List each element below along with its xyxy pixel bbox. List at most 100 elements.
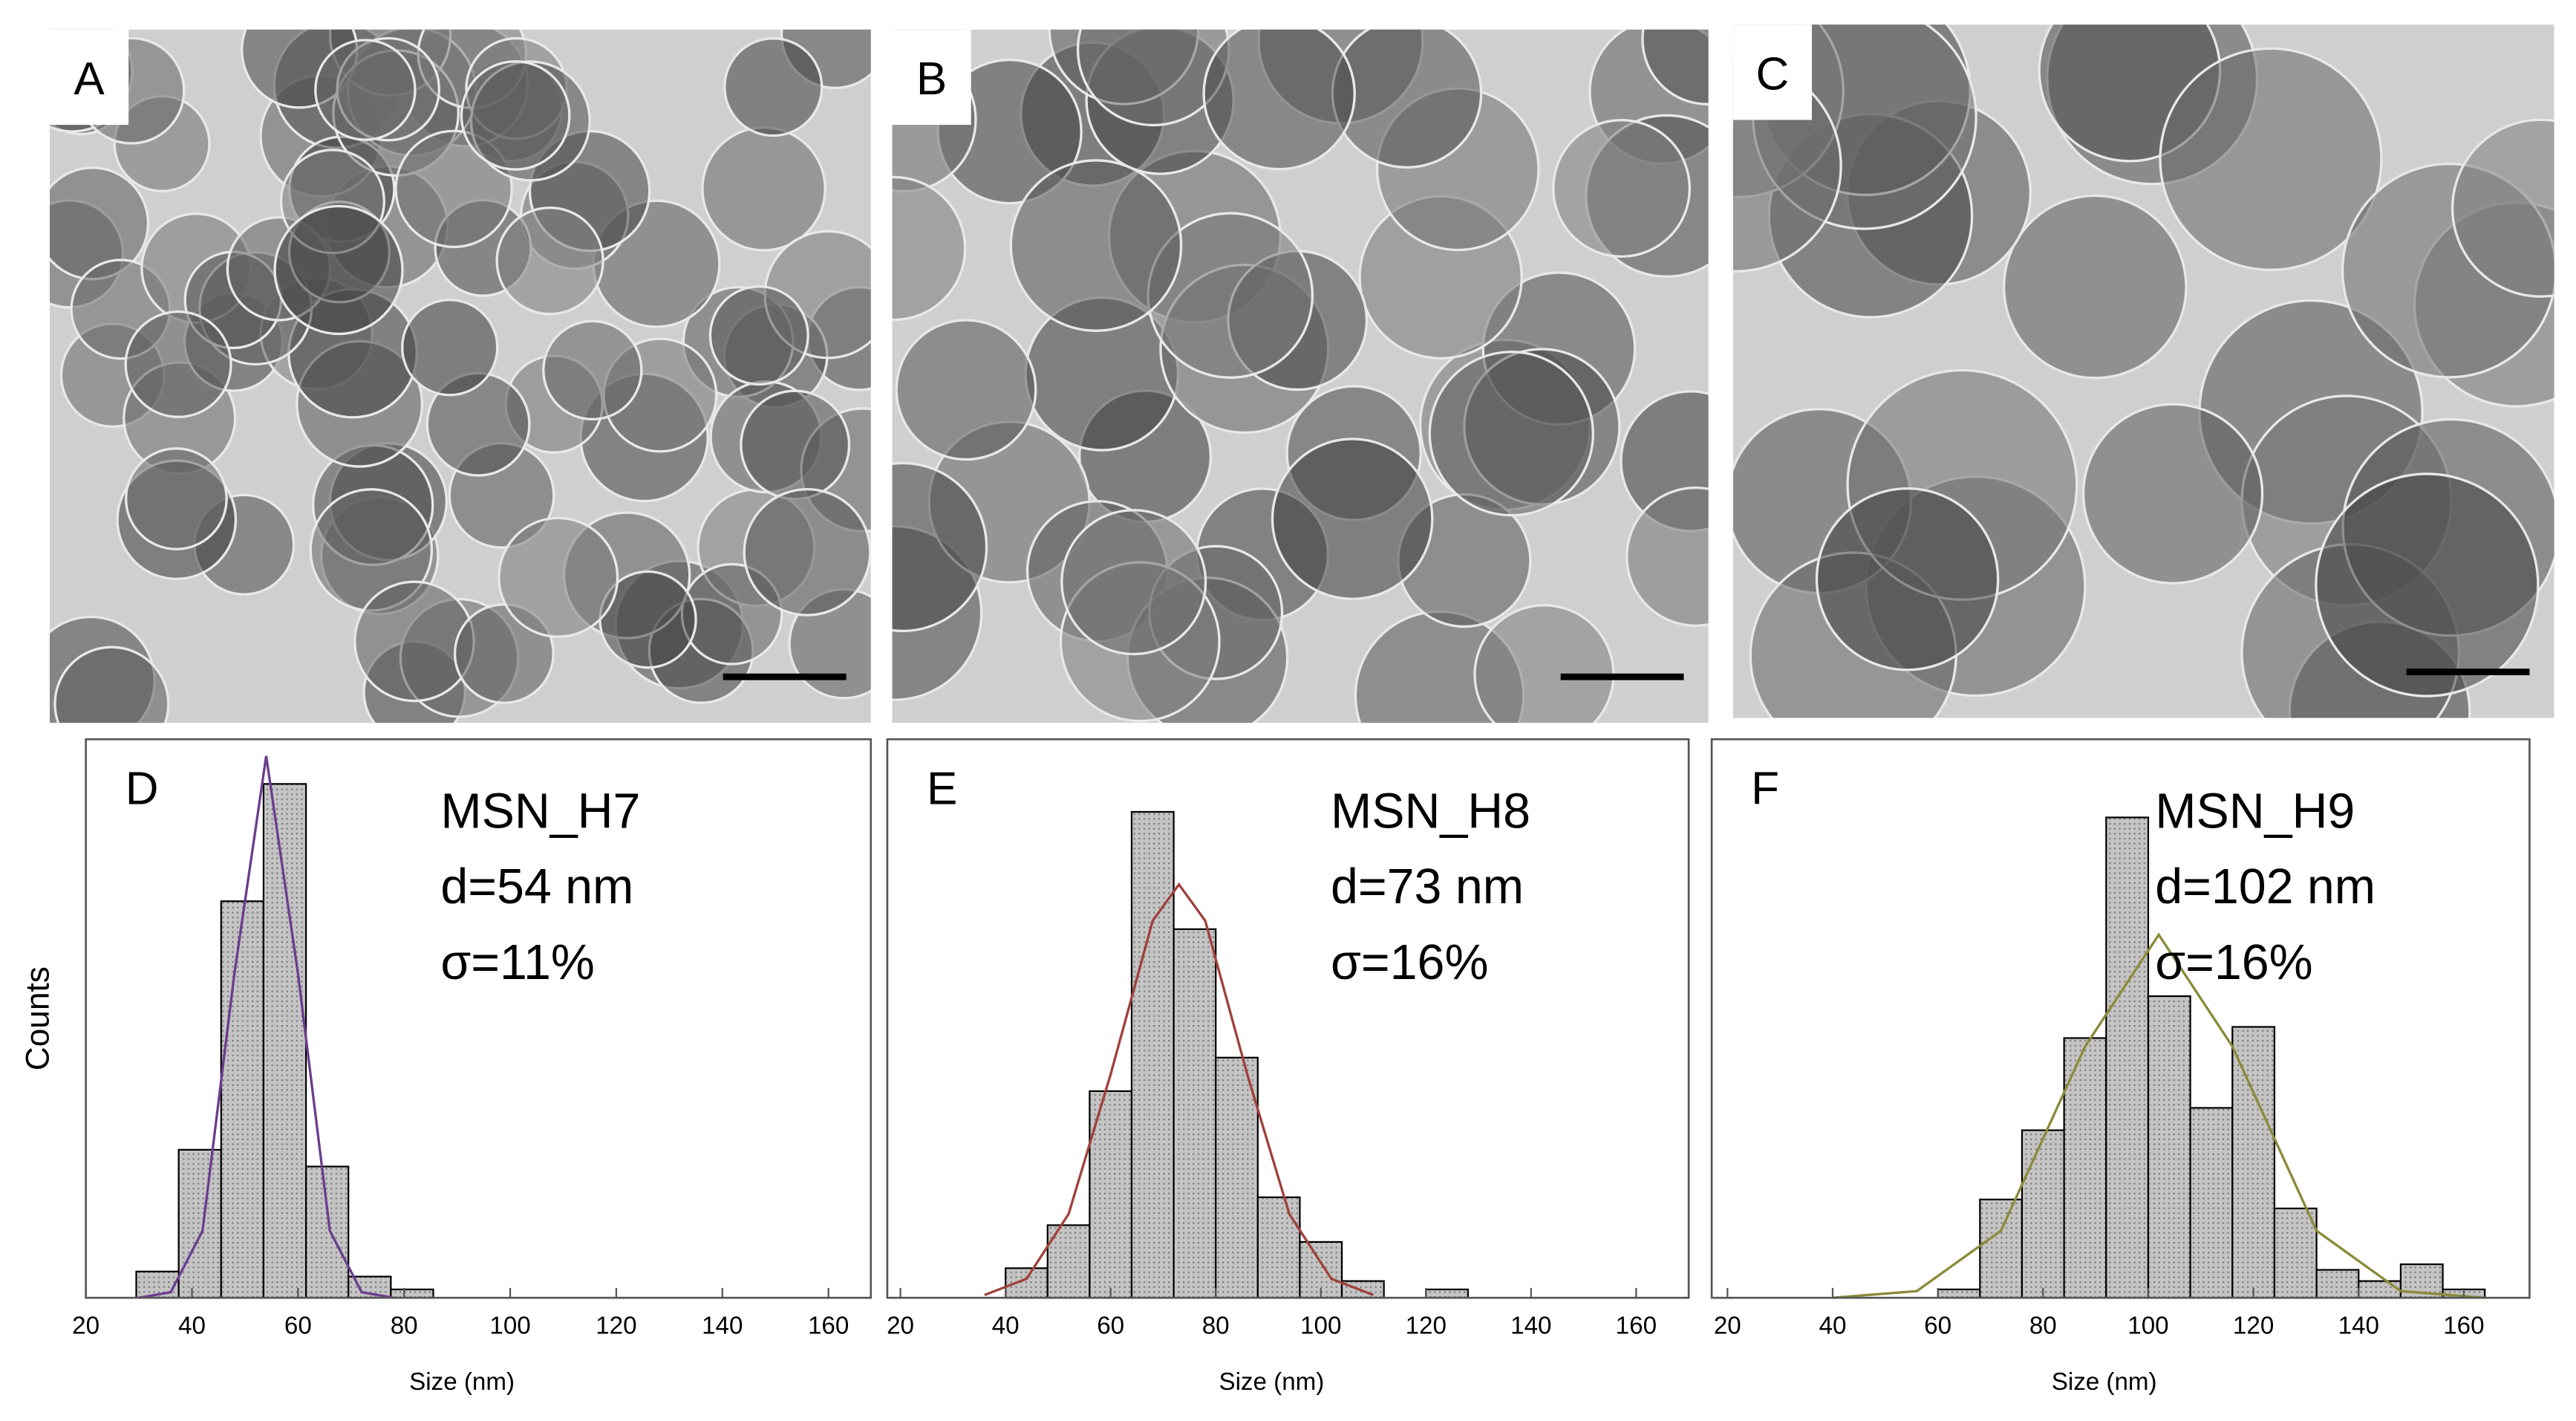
x-tick-label: 60 <box>284 1313 312 1340</box>
bar <box>262 783 307 1299</box>
particle <box>701 126 826 252</box>
bar <box>1937 1288 1981 1299</box>
annotation: d=73 nm <box>1331 859 1524 914</box>
x-tick-label: 40 <box>992 1313 1020 1340</box>
bar <box>2315 1269 2360 1299</box>
particle <box>401 299 499 397</box>
panel-label: C <box>1756 48 1790 100</box>
fit-curve <box>1832 932 2485 1299</box>
particle <box>460 60 571 171</box>
particle <box>1060 509 1207 656</box>
bar <box>1005 1267 1049 1299</box>
plot-frame <box>886 738 1690 1299</box>
particle <box>723 37 824 137</box>
panel-label: F <box>1751 763 1779 814</box>
bar <box>2189 1107 2234 1299</box>
annotation: MSN_H9 <box>2155 784 2355 839</box>
tem-image <box>1732 25 2554 718</box>
particle <box>2315 472 2540 698</box>
annotation: σ=11% <box>440 935 595 990</box>
x-tick-label: 20 <box>72 1313 100 1340</box>
particle <box>740 389 851 501</box>
particle <box>892 461 988 633</box>
bar <box>1340 1280 1385 1299</box>
x-tick-label: 60 <box>1097 1313 1124 1340</box>
bar <box>2273 1207 2318 1299</box>
particle <box>2002 194 2188 380</box>
bar <box>304 1165 350 1299</box>
particle <box>1009 159 1183 332</box>
x-tick-label: 140 <box>2338 1313 2379 1340</box>
particle <box>495 207 604 316</box>
particle <box>125 447 228 550</box>
bar <box>220 900 265 1299</box>
x-tick-label: 40 <box>178 1313 206 1340</box>
particle <box>1641 29 1709 105</box>
particle <box>1202 29 1356 171</box>
bar <box>2147 995 2191 1299</box>
particle <box>708 285 809 386</box>
particle <box>498 516 619 638</box>
annotation: MSN_H8 <box>1331 784 1530 839</box>
x-tick-label: 160 <box>1616 1313 1657 1340</box>
x-tick-label: 160 <box>808 1313 849 1340</box>
particle <box>273 204 404 336</box>
fit-curve <box>138 755 394 1299</box>
x-tick-label: 120 <box>2233 1313 2274 1340</box>
bar <box>2021 1129 2065 1299</box>
x-axis-label: Size (nm) <box>1219 1368 1324 1396</box>
bar <box>1979 1198 2024 1299</box>
bar <box>2231 1026 2276 1299</box>
annotation: MSN_H7 <box>440 784 640 839</box>
x-tick-label: 80 <box>391 1313 418 1340</box>
x-tick-label: 20 <box>887 1313 914 1340</box>
bar <box>2358 1280 2402 1299</box>
panel-label: E <box>927 763 957 814</box>
x-tick-label: 100 <box>1300 1313 1341 1340</box>
particle <box>2081 403 2264 585</box>
particle <box>743 487 871 617</box>
particle <box>2451 118 2554 298</box>
particle <box>892 175 967 322</box>
bar <box>1215 1056 1259 1299</box>
tem-image <box>892 29 1709 723</box>
annotation: d=102 nm <box>2155 859 2376 914</box>
x-tick-label: 120 <box>596 1313 636 1340</box>
particle <box>53 646 170 723</box>
x-tick-label: 140 <box>1510 1313 1551 1340</box>
bar <box>1173 928 1217 1299</box>
bar <box>390 1288 434 1299</box>
y-axis-label: Counts <box>19 966 56 1070</box>
x-tick-label: 160 <box>2443 1313 2484 1340</box>
annotation: d=54 nm <box>440 859 633 914</box>
x-tick-label: 100 <box>489 1313 530 1340</box>
particle <box>124 310 232 418</box>
bar <box>2105 816 2150 1299</box>
particle <box>1428 351 1594 517</box>
x-tick-label: 140 <box>702 1313 743 1340</box>
particle <box>314 39 417 141</box>
plot-frame <box>85 738 873 1299</box>
bar <box>1425 1288 1469 1299</box>
x-tick-label: 40 <box>1819 1313 1847 1340</box>
particle <box>2159 47 2383 271</box>
label-box <box>49 29 129 126</box>
x-tick-label: 60 <box>1924 1313 1951 1340</box>
x-tick-label: 20 <box>1714 1313 1741 1340</box>
plot-frame <box>1710 738 2531 1299</box>
label-box <box>892 29 971 126</box>
x-axis-label: Size (nm) <box>2052 1368 2157 1396</box>
panel-label: B <box>916 53 947 105</box>
panel-label: D <box>125 763 159 814</box>
annotation: σ=16% <box>2155 935 2312 990</box>
bar <box>1256 1196 1301 1299</box>
fit-curve <box>984 882 1375 1296</box>
particle <box>1626 486 1709 627</box>
particle <box>1271 438 1434 600</box>
tem-image <box>49 29 871 723</box>
bar <box>2063 1037 2107 1299</box>
particle <box>542 319 643 421</box>
x-tick-label: 120 <box>1406 1313 1447 1340</box>
